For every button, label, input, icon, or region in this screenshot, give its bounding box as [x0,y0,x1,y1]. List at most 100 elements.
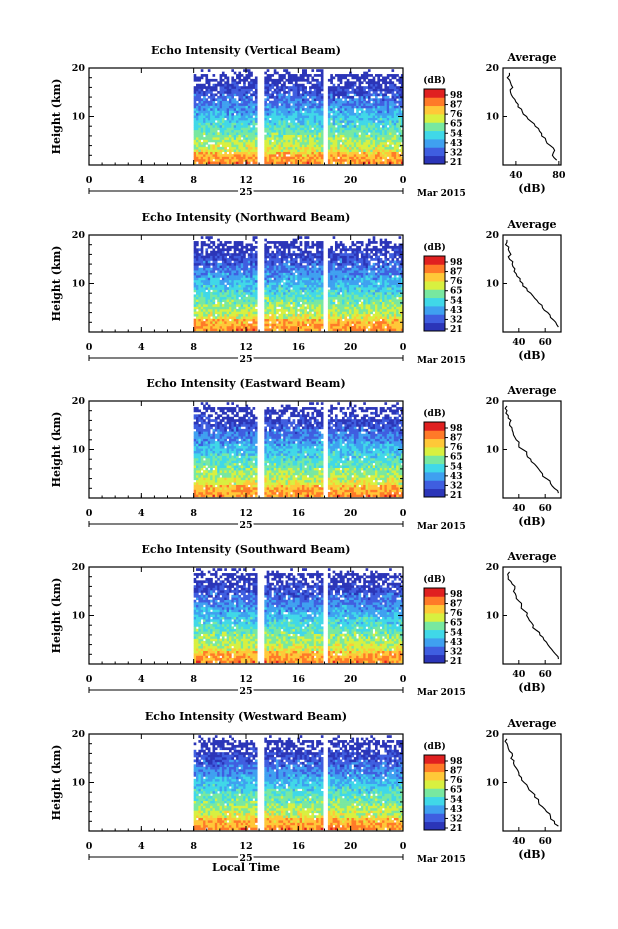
heatmap-cell [292,313,296,317]
heatmap-cell [353,149,357,152]
heatmap-cell [210,253,213,256]
heatmap-cell [363,127,366,131]
heatmap-cell [269,277,272,281]
heatmap-cell [382,124,385,128]
heatmap-cell [207,95,211,99]
heatmap-cell [294,156,298,160]
heatmap-cell [266,88,270,92]
heatmap-cell [226,139,230,143]
heatmap-cell [309,275,312,278]
heatmap-cell [207,325,211,329]
heatmap-cell [294,308,298,312]
heatmap-cell [297,98,300,102]
heatmap-cell [327,255,331,259]
heatmap-cell [306,93,310,97]
heatmap-cell [382,146,385,150]
heatmap-cell [379,156,383,160]
heatmap-cell [292,289,296,293]
heatmap-cell [304,282,308,286]
heatmap-cell [313,122,317,126]
heatmap-cell [318,262,322,266]
heatmap-cell [297,134,300,138]
heatmap-cell [318,95,322,99]
heatmap-cell [377,161,381,165]
heatmap-cell [389,144,392,148]
heatmap-cell [320,291,324,295]
heatmap-cell [203,122,206,126]
heatmap-cell [210,241,213,244]
heatmap-cell [210,262,213,266]
heatmap-cell [349,74,352,77]
heatmap-cell [228,122,232,126]
heatmap-cell [221,83,225,87]
heatmap-cell [212,83,216,87]
heatmap-cell [297,265,300,269]
heatmap-cell [203,258,206,261]
heatmap-cell [327,95,331,99]
heatmap-cell [285,71,289,75]
heatmap-cell [264,146,267,150]
heatmap-cell [306,289,310,293]
heatmap-cell [283,265,286,269]
heatmap-cell [210,78,213,82]
heatmap-cell [353,139,357,143]
heatmap-cell [386,117,390,121]
heatmap-cell [278,105,282,109]
heatmap-cell [372,117,376,121]
heatmap-cell [221,270,225,273]
heatmap-cell [285,325,289,329]
heatmap-cell [198,120,202,123]
heatmap-cell [278,291,282,295]
heatmap-cell [332,294,336,298]
heatmap-cell [217,291,220,295]
heatmap-cell [334,243,338,247]
heatmap-cell [363,117,366,121]
heatmap-cell [214,277,218,281]
heatmap-cell [243,316,246,319]
heatmap-cell [252,110,256,114]
heatmap-cell [271,313,275,317]
heatmap-cell [247,291,251,295]
heatmap-cell [386,139,390,143]
heatmap-cell [271,296,275,300]
heatmap-cell [214,146,218,150]
heatmap-cell [294,74,298,77]
heatmap-cell [384,146,388,150]
heatmap-cell [278,296,282,300]
heatmap-cell [264,127,267,131]
heatmap-cell [294,328,298,332]
heatmap-cell [327,299,331,302]
heatmap-cell [254,141,258,145]
heatmap-cell [233,243,237,247]
heatmap-cell [339,158,343,162]
heatmap-cell [236,88,239,92]
heatmap-cell [214,253,218,256]
heatmap-cell [219,146,223,150]
heatmap-cell [285,289,289,293]
heatmap-cell [306,306,310,310]
heatmap-cell [207,284,211,288]
heatmap-cell [280,161,284,165]
heatmap-cell [290,98,293,102]
heatmap-cell [349,120,352,123]
heatmap-cell [236,108,239,111]
heatmap-cell [280,250,284,254]
heatmap-cell [299,74,303,77]
heatmap-cell [283,154,286,157]
heatmap-cell [196,323,199,327]
heatmap-cell [297,146,300,150]
heatmap-cell [283,129,286,133]
heatmap-cell [304,284,308,288]
heatmap-cell [370,146,373,150]
heatmap-cell [252,129,256,133]
heatmap-cell [214,98,218,102]
heatmap-cell [356,146,359,150]
heatmap-cell [219,132,223,135]
heatmap-cell [254,323,258,327]
heatmap-cell [283,248,286,252]
heatmap-cell [280,78,284,82]
heatmap-cell [363,137,366,140]
heatmap-cell [363,76,366,80]
y-tick-label: 10 [72,112,86,123]
heatmap-cell [200,100,204,104]
